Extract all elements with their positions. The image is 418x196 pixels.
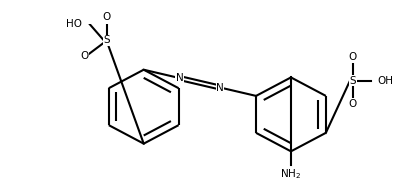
Text: N: N bbox=[216, 83, 224, 93]
Text: S: S bbox=[103, 35, 110, 45]
Text: N: N bbox=[176, 73, 184, 83]
Text: O: O bbox=[349, 52, 357, 62]
Text: O: O bbox=[81, 51, 89, 61]
Text: HO: HO bbox=[66, 18, 82, 29]
Text: OH: OH bbox=[378, 75, 394, 85]
Text: O: O bbox=[349, 99, 357, 109]
Text: O: O bbox=[102, 12, 111, 22]
Text: S: S bbox=[349, 75, 356, 85]
Text: NH$_2$: NH$_2$ bbox=[280, 167, 301, 181]
